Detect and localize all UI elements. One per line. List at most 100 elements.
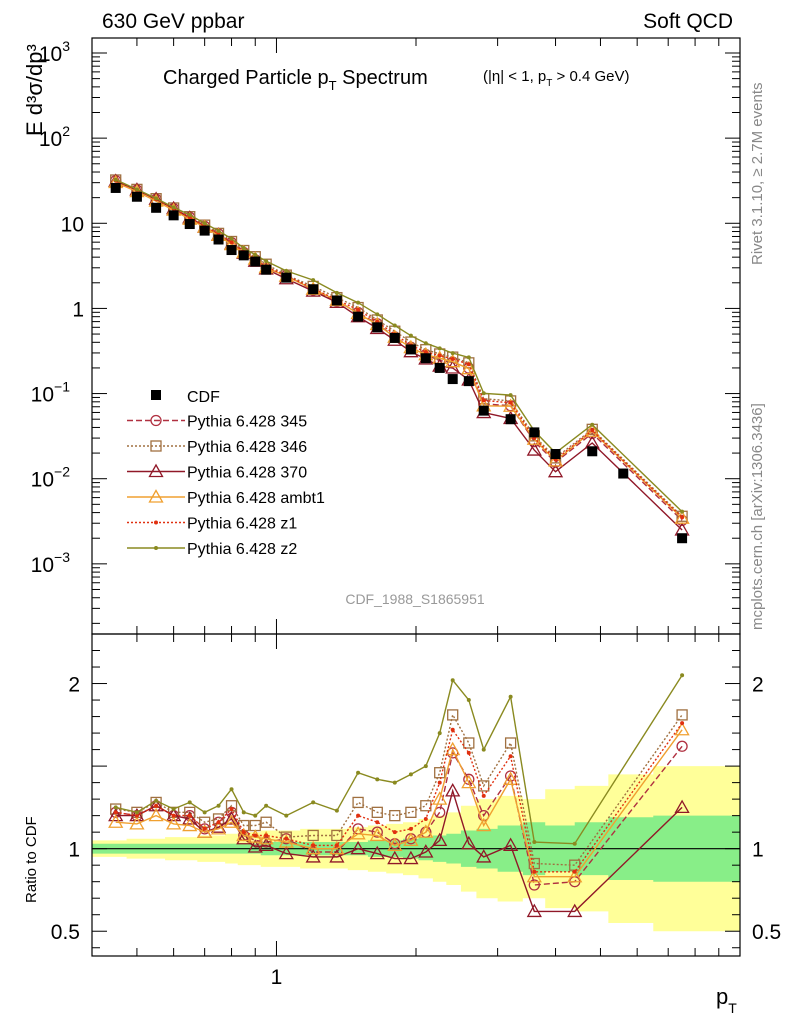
series-5-main-point (408, 333, 413, 338)
series-1-ratio-point (478, 780, 490, 792)
series-1-ratio-point (676, 709, 688, 721)
series-2-ratio-point (166, 807, 182, 822)
series-5-main-point (171, 205, 176, 210)
legend-item-4: Pythia 6.428 z1 (127, 516, 297, 533)
cdf-point (168, 210, 179, 221)
series-3-ratio-point (182, 817, 198, 832)
series-3-ratio-point (461, 774, 477, 789)
series-3-main-point (461, 360, 477, 375)
series-4-ratio-point (375, 820, 380, 825)
series-4-ratio-point (229, 807, 234, 812)
header-right: Soft QCD (643, 10, 733, 33)
series-5-ratio-point (466, 698, 471, 703)
series-5-main-point (437, 346, 442, 351)
series-5-main-point (154, 196, 159, 201)
legend-label: Pythia 6.428 z2 (187, 541, 297, 558)
series-5-main-point (216, 228, 221, 233)
series-2-ratio-point (369, 845, 385, 860)
series-3-ratio-point (526, 868, 542, 883)
series-4-main-point (466, 362, 471, 367)
cdf-point (405, 344, 416, 355)
series-4-ratio-point (264, 833, 269, 838)
series-2-ratio-point (445, 783, 461, 797)
series-5-main-point (334, 290, 339, 295)
series-3-ratio-point (476, 817, 492, 832)
y-tick-label: 103 (39, 38, 70, 66)
series-5-main-point (229, 236, 234, 241)
legend-label: Pythia 6.428 346 (187, 439, 307, 456)
cdf-point (447, 374, 458, 385)
series-5-ratio-point (241, 810, 246, 815)
legend-marker (154, 520, 158, 525)
series-5-ratio-point (253, 813, 258, 818)
cdf-point (353, 311, 364, 322)
ratio-tick-label-left: 2 (68, 674, 80, 697)
series-2-ratio-point (108, 807, 124, 822)
series-3-ratio-point (445, 741, 461, 756)
series-3-ratio-point (108, 814, 124, 828)
series-3-ratio-point (247, 829, 263, 843)
series-4-main-point (590, 428, 595, 433)
series-3-ratio-point (387, 837, 403, 852)
series-5-ratio-point (356, 770, 361, 775)
cdf-point (238, 250, 249, 261)
series-5-main-point (392, 323, 397, 328)
series-3-ratio-point (503, 771, 519, 785)
y-tick-label: 10−1 (31, 379, 71, 407)
y-tick-label: 10−3 (31, 549, 71, 577)
y-axis-label-ratio: Ratio to CDF (23, 816, 40, 903)
mcplots-label: mcplots.cern.ch [arXiv:1306.3436] (749, 403, 766, 630)
series-5-main-point (356, 300, 361, 305)
legend-item-1: Pythia 6.428 346 (127, 439, 307, 456)
legend-item-3: Pythia 6.428 ambt1 (127, 489, 325, 507)
series-2-ratio-point (461, 835, 477, 850)
series-4-ratio-point (113, 810, 118, 815)
series-4-main-point (450, 357, 455, 362)
cdf-point (151, 202, 162, 213)
legend-label: Pythia 6.428 370 (187, 465, 307, 482)
series-1-ratio-point (352, 796, 364, 809)
cdf-point (226, 245, 237, 256)
series-5-ratio-point (508, 694, 513, 699)
series-0-ratio-point (676, 740, 688, 752)
series-5-ratio-point (171, 807, 176, 812)
legend-marker (148, 463, 164, 478)
series-5-main-point (253, 252, 258, 257)
series-4-main-point (680, 515, 685, 520)
y-tick-label: 10−2 (31, 464, 71, 492)
legend-marker (154, 546, 158, 550)
series-1-ratio-point (307, 829, 319, 842)
series-3-main-line (115, 181, 683, 519)
series-3-ratio-point (258, 830, 274, 845)
series-5-main-point (450, 351, 455, 356)
series-5-main-point (423, 341, 428, 346)
series-5-ratio-point (134, 810, 139, 815)
series-4-ratio-line (115, 722, 683, 873)
y-tick-label: 102 (39, 123, 70, 151)
series-2-ratio-point (129, 807, 145, 822)
series-1-ratio-point (371, 806, 383, 818)
series-3-ratio-point (166, 816, 182, 830)
series-1-ratio-point (331, 829, 343, 842)
series-5-main-line (115, 179, 683, 513)
series-4-ratio-point (466, 750, 471, 755)
chart-cut-label: (|η| < 1, pT > 0.4 GeV) (483, 68, 629, 89)
ratio-tick-label-right: 1 (752, 839, 764, 862)
series-2-ratio-point (305, 849, 321, 863)
ratio-series (108, 673, 690, 918)
series-5-main-point (311, 278, 316, 283)
series-4-ratio-point (356, 813, 361, 818)
series-5-main-point (264, 259, 269, 264)
series-2-ratio-point (503, 837, 519, 852)
series-2-main-point (547, 463, 564, 478)
uncertainty-bands (92, 766, 740, 932)
series-5-ratio-point (187, 800, 192, 805)
series-4-ratio-point (284, 836, 289, 841)
series-5-ratio-point (481, 747, 486, 752)
cdf-point (184, 219, 195, 230)
cdf-point (131, 191, 142, 202)
legend-item-0: Pythia 6.428 345 (127, 414, 307, 431)
series-5-ratio-point (113, 805, 118, 810)
